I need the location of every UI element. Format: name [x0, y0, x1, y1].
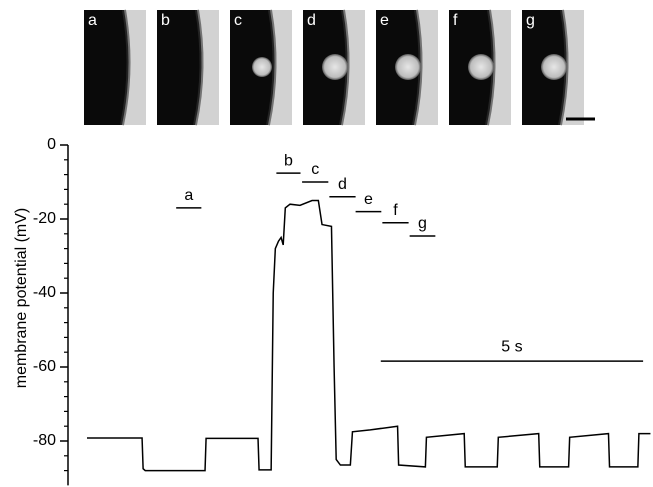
fluorescent-spot: [468, 54, 494, 80]
fluorescent-spot: [395, 54, 421, 80]
trace: [86, 199, 651, 472]
annotation-label: g: [418, 215, 427, 232]
image-panel: c: [230, 9, 292, 126]
panel-label: c: [234, 12, 242, 29]
cell-edge-blur: [193, 9, 204, 126]
time-scale-label: 5 s: [501, 338, 522, 355]
annotation-label: d: [338, 176, 347, 193]
image-panel: f: [449, 9, 511, 126]
cell-edge-blur: [266, 9, 277, 126]
annotation-label: c: [311, 161, 319, 178]
y-tick-label: -60: [33, 358, 56, 375]
panel-label: g: [526, 12, 535, 29]
fluorescent-spot: [252, 57, 272, 77]
panel-label: d: [307, 12, 316, 29]
cell-edge-blur: [120, 9, 131, 126]
y-tick-label: -80: [33, 432, 56, 449]
fluorescent-spot: [322, 54, 348, 80]
image-panel: g: [522, 9, 584, 126]
image-panel: b: [157, 9, 219, 126]
annotation-label: a: [184, 187, 193, 204]
image-panel: e: [376, 9, 438, 126]
y-tick-label: -40: [33, 284, 56, 301]
panel-label: e: [380, 12, 389, 29]
y-tick-label: 0: [47, 136, 56, 153]
cell-edge: [84, 10, 129, 125]
annotation-label: f: [393, 202, 398, 219]
fluorescent-spot: [541, 54, 567, 80]
y-axis-label: membrane potential (mV): [13, 208, 30, 389]
y-tick-label: -20: [33, 210, 56, 227]
image-panel: a: [84, 9, 146, 126]
image-panels: a b c d e f g: [84, 9, 584, 126]
cell-edge: [157, 10, 202, 125]
image-panel: d: [303, 9, 365, 126]
panel-label: a: [88, 12, 97, 29]
annotation-label: b: [284, 152, 293, 169]
annotation-label: e: [364, 191, 373, 208]
panel-label: b: [161, 12, 170, 29]
panel-label: f: [453, 12, 458, 29]
